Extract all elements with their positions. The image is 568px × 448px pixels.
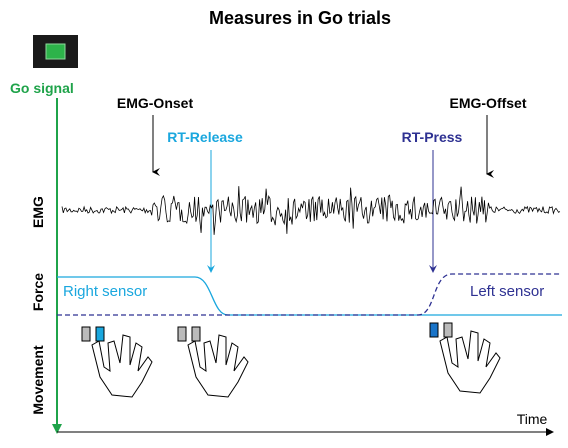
- hand-part: [95, 326, 105, 342]
- left-force: [57, 273, 562, 316]
- event-label: EMG-Onset: [117, 95, 194, 111]
- go-arrowhead: [52, 424, 62, 434]
- hand-part: [439, 330, 501, 394]
- row-label: EMG: [30, 196, 46, 228]
- sensor-label: Left sensor: [470, 283, 544, 300]
- time-arrowhead: [546, 428, 554, 436]
- hand-part: [81, 326, 91, 342]
- row-label: Force: [30, 273, 46, 311]
- event-label: RT-Press: [402, 129, 463, 145]
- hand-part: [187, 334, 249, 398]
- title: Measures in Go trials: [209, 8, 391, 28]
- go-label: Go signal: [10, 80, 74, 96]
- event-label: RT-Release: [167, 129, 243, 145]
- time-label: Time: [517, 411, 548, 427]
- hand-part: [429, 322, 439, 338]
- event-label: EMG-Offset: [450, 95, 527, 111]
- row-label: Movement: [30, 345, 46, 415]
- hands: [81, 322, 501, 398]
- emg-trace: [61, 186, 561, 235]
- sensor-label: Right sensor: [63, 283, 147, 300]
- go-square: [45, 43, 66, 60]
- hand-part: [191, 326, 201, 342]
- hand-part: [443, 322, 453, 338]
- hand-part: [91, 334, 153, 398]
- hand-part: [177, 326, 187, 342]
